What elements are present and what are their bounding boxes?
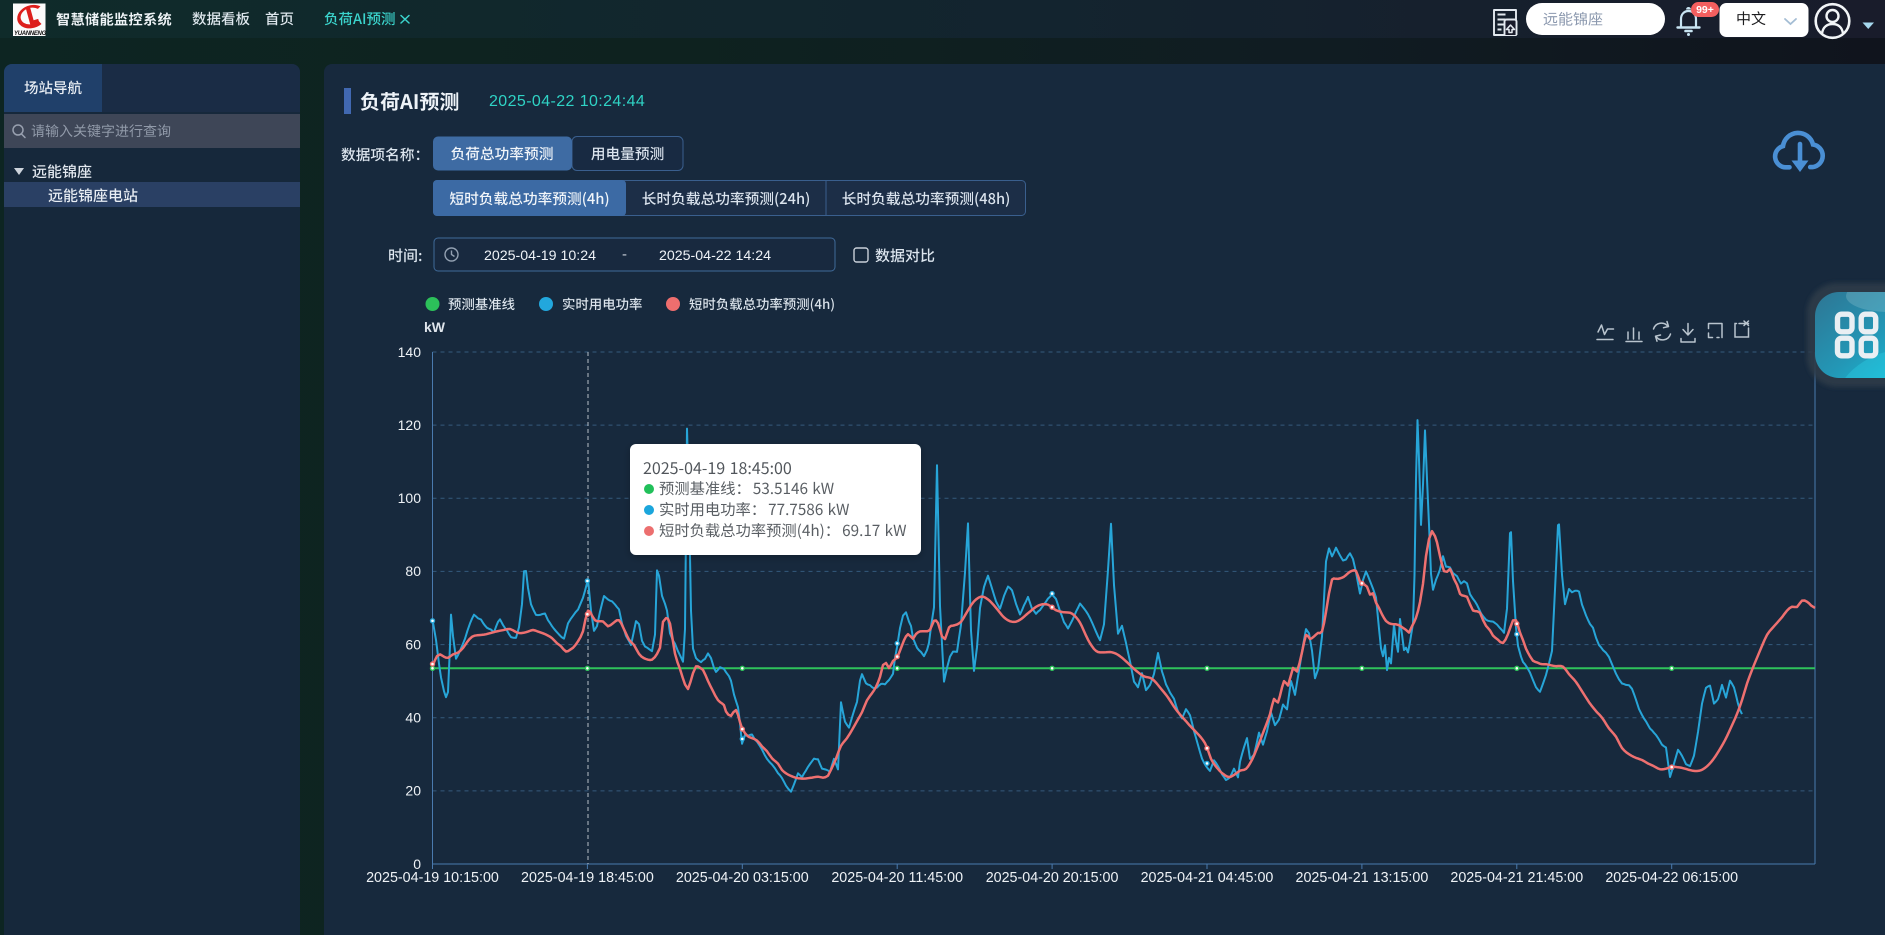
svg-text:kW: kW bbox=[424, 319, 446, 335]
svg-text:2025-04-20 11:45:00: 2025-04-20 11:45:00 bbox=[831, 870, 963, 886]
svg-text:140: 140 bbox=[398, 344, 422, 360]
svg-text:20: 20 bbox=[405, 783, 421, 799]
svg-text:120: 120 bbox=[398, 417, 422, 433]
svg-text:40: 40 bbox=[405, 710, 421, 726]
svg-text:2025-04-19 18:45:00: 2025-04-19 18:45:00 bbox=[521, 870, 654, 886]
svg-text:2025-04-21 04:45:00: 2025-04-21 04:45:00 bbox=[1141, 870, 1274, 886]
svg-text:2025-04-22 10:24:44: 2025-04-22 10:24:44 bbox=[489, 93, 645, 110]
svg-text:2025-04-20 20:15:00: 2025-04-20 20:15:00 bbox=[986, 870, 1119, 886]
svg-text:100: 100 bbox=[398, 490, 422, 506]
svg-text:80: 80 bbox=[405, 563, 421, 579]
svg-text:2025-04-22 14:24: 2025-04-22 14:24 bbox=[659, 248, 771, 264]
svg-text:YUANNENG: YUANNENG bbox=[14, 31, 47, 37]
svg-text:0: 0 bbox=[413, 856, 421, 872]
svg-text:2025-04-20 03:15:00: 2025-04-20 03:15:00 bbox=[676, 870, 809, 886]
svg-text:60: 60 bbox=[405, 636, 421, 652]
svg-text:2025-04-19 10:15:00: 2025-04-19 10:15:00 bbox=[366, 870, 499, 886]
svg-text:99+: 99+ bbox=[1696, 4, 1714, 16]
svg-text:2025-04-22 06:15:00: 2025-04-22 06:15:00 bbox=[1605, 870, 1738, 886]
svg-text:-: - bbox=[622, 246, 627, 263]
svg-text:2025-04-21 13:15:00: 2025-04-21 13:15:00 bbox=[1296, 870, 1429, 886]
svg-text:2025-04-21 21:45:00: 2025-04-21 21:45:00 bbox=[1450, 870, 1583, 886]
svg-text:2025-04-19 10:24: 2025-04-19 10:24 bbox=[484, 248, 596, 264]
